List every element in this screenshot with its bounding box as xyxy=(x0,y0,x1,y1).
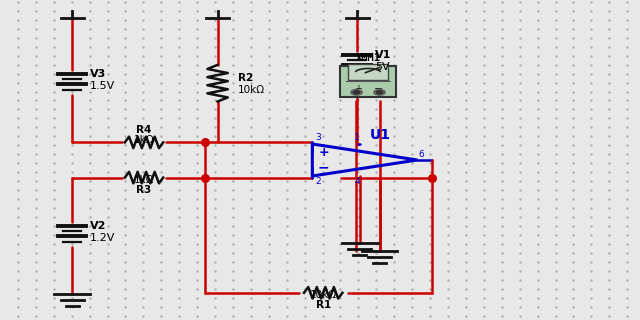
Text: 1kΩ: 1kΩ xyxy=(134,174,154,185)
Text: 4: 4 xyxy=(355,177,360,186)
Circle shape xyxy=(353,91,360,94)
Text: R1: R1 xyxy=(316,300,331,310)
Circle shape xyxy=(351,90,362,95)
Text: 2: 2 xyxy=(315,177,321,186)
Text: −: − xyxy=(318,160,330,174)
Text: U1: U1 xyxy=(370,128,391,142)
Text: 3: 3 xyxy=(315,133,321,142)
Text: 5V: 5V xyxy=(375,62,390,72)
Text: 10kΩ: 10kΩ xyxy=(238,85,265,95)
Text: 1.2V: 1.2V xyxy=(90,233,116,244)
Text: V1: V1 xyxy=(375,50,392,60)
FancyBboxPatch shape xyxy=(348,64,388,80)
Text: +: + xyxy=(354,84,362,94)
Text: 10kΩ: 10kΩ xyxy=(310,290,337,300)
Circle shape xyxy=(376,91,383,94)
Text: 1: 1 xyxy=(355,133,360,142)
Text: 1kΩ: 1kΩ xyxy=(134,135,154,145)
FancyBboxPatch shape xyxy=(340,66,396,97)
Text: −: − xyxy=(374,84,383,94)
Text: R4: R4 xyxy=(136,124,152,135)
Text: 6: 6 xyxy=(419,150,424,159)
Circle shape xyxy=(374,90,385,95)
Text: 1.5V: 1.5V xyxy=(90,81,115,92)
Text: V2: V2 xyxy=(90,221,107,231)
Text: R3: R3 xyxy=(136,185,152,195)
Text: XMM1: XMM1 xyxy=(355,52,381,63)
Text: +: + xyxy=(319,147,329,159)
Text: V3: V3 xyxy=(90,69,106,79)
Text: R2: R2 xyxy=(238,73,253,84)
